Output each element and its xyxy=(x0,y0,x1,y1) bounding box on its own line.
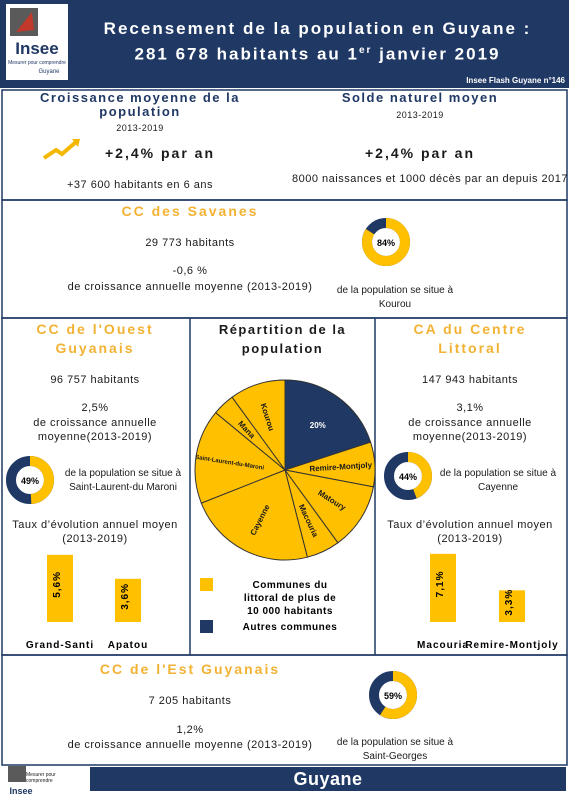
pie-slice xyxy=(231,379,286,472)
title: Recensement de la population en Guyane :… xyxy=(70,18,565,66)
logo-text: Insee xyxy=(15,39,59,58)
donut-label: 84% xyxy=(377,238,395,248)
trend-icon xyxy=(72,139,80,147)
pie-slice xyxy=(283,469,374,544)
donut-text: de la population se situe à Kourou xyxy=(336,285,454,310)
frames xyxy=(1,89,568,766)
donut-text: de la population se situe à Cayenne xyxy=(439,468,557,493)
category-label: Remire-Montjoly xyxy=(465,640,558,651)
pie-slice xyxy=(200,469,308,561)
section-title: CC de l'Est Guyanais xyxy=(99,661,281,677)
title-line: Recensement de la population en Guyane : xyxy=(103,19,532,38)
rate: +2,4% par an xyxy=(365,145,475,161)
section-title: CA du Centre Littoral xyxy=(413,321,527,356)
rate: +2,4% par an xyxy=(105,145,215,161)
period: 2013-2019 xyxy=(396,110,444,120)
legend-swatch xyxy=(200,620,213,633)
pie-label: Remire-Montjoly xyxy=(309,461,373,474)
donut-arc xyxy=(384,452,432,500)
population: 29 773 habitants xyxy=(145,237,235,249)
bar-value-label: 5,6% xyxy=(52,571,63,598)
growth-text: de croissance annuelle moyenne (2013-201… xyxy=(67,281,313,293)
bar-value-label: 7,1% xyxy=(435,571,446,598)
footer-tagline: Mesurer pour comprendre xyxy=(26,772,56,784)
footer-logo: Insee xyxy=(9,786,33,796)
legend-label: Autres communes xyxy=(243,622,338,633)
donut-text: de la population se situe à Saint-George… xyxy=(336,737,454,762)
donut-text: de la population se situe à Saint-Lauren… xyxy=(64,468,182,493)
title-sup: er xyxy=(358,45,373,56)
bars-title: Taux d’évolution annuel moyen (2013-2019… xyxy=(12,519,178,545)
bar-value-label: 3,3% xyxy=(504,589,515,616)
logo-mark xyxy=(16,12,34,32)
legend-label: Communes du littoral de plus de 10 000 hab… xyxy=(244,580,336,617)
title-line: 281 678 habitants au 1 xyxy=(134,44,359,64)
growth: -0,6 % xyxy=(172,265,208,277)
pie-slice xyxy=(194,411,286,504)
bars-title: Taux d’évolution annuel moyen (2013-2019… xyxy=(387,519,553,545)
logo-tagline: Mesurer pour comprendre xyxy=(8,60,66,66)
bar xyxy=(115,578,141,622)
category-label: Grand-Santi xyxy=(26,640,94,651)
title-line: janvier 2019 xyxy=(372,44,501,64)
footer-region: Guyane xyxy=(293,769,363,789)
population: 147 943 habitants xyxy=(422,374,518,386)
growth: 2,5% xyxy=(81,402,109,414)
population: 96 757 habitants xyxy=(50,374,140,386)
section-title: CC de l'Ouest Guyanais xyxy=(36,321,154,356)
donut-arc xyxy=(362,218,410,266)
population: 7 205 habitants xyxy=(148,695,232,707)
growth-text: de croissance annuelle moyenne(2013-2019… xyxy=(408,417,532,443)
growth: 3,1% xyxy=(456,402,484,414)
trend-icon xyxy=(42,140,78,160)
logo-region: Guyane xyxy=(38,69,60,75)
publication: Insee Flash Guyane n°146 xyxy=(466,76,565,85)
period: 2013-2019 xyxy=(116,123,164,133)
growth: 1,2% xyxy=(176,724,204,736)
growth-text: de croissance annuelle moyenne (2013-201… xyxy=(67,739,313,751)
donut-label: 44% xyxy=(399,472,417,482)
donut-label: 49% xyxy=(21,476,39,486)
category-label: Apatou xyxy=(108,640,148,651)
category-label: Macouria xyxy=(417,640,469,651)
detail: +37 600 habitants en 6 ans xyxy=(66,179,214,191)
footer-band xyxy=(90,767,566,791)
section-title: Répartition de la population xyxy=(218,322,347,356)
bar xyxy=(499,590,525,622)
section-title: Croissance moyenne de la population xyxy=(39,90,240,119)
section-title: Solde naturel moyen xyxy=(341,90,499,105)
section-title: CC des Savanes xyxy=(121,203,259,219)
bar xyxy=(430,553,456,622)
header-band xyxy=(0,0,569,88)
donut-arc xyxy=(369,671,417,719)
detail: 8000 naissances et 1000 décès par an dep… xyxy=(292,173,568,185)
growth-text: de croissance annuelle moyenne(2013-2019… xyxy=(33,417,157,443)
donut-arc xyxy=(6,456,54,504)
bar xyxy=(47,554,73,622)
pie-slice xyxy=(284,379,372,471)
pie-label: 20% xyxy=(310,421,326,430)
bar-value-label: 3,6% xyxy=(120,583,131,610)
legend-swatch xyxy=(200,578,213,591)
donut-label: 59% xyxy=(384,691,402,701)
footer-logo-mark xyxy=(8,766,26,782)
